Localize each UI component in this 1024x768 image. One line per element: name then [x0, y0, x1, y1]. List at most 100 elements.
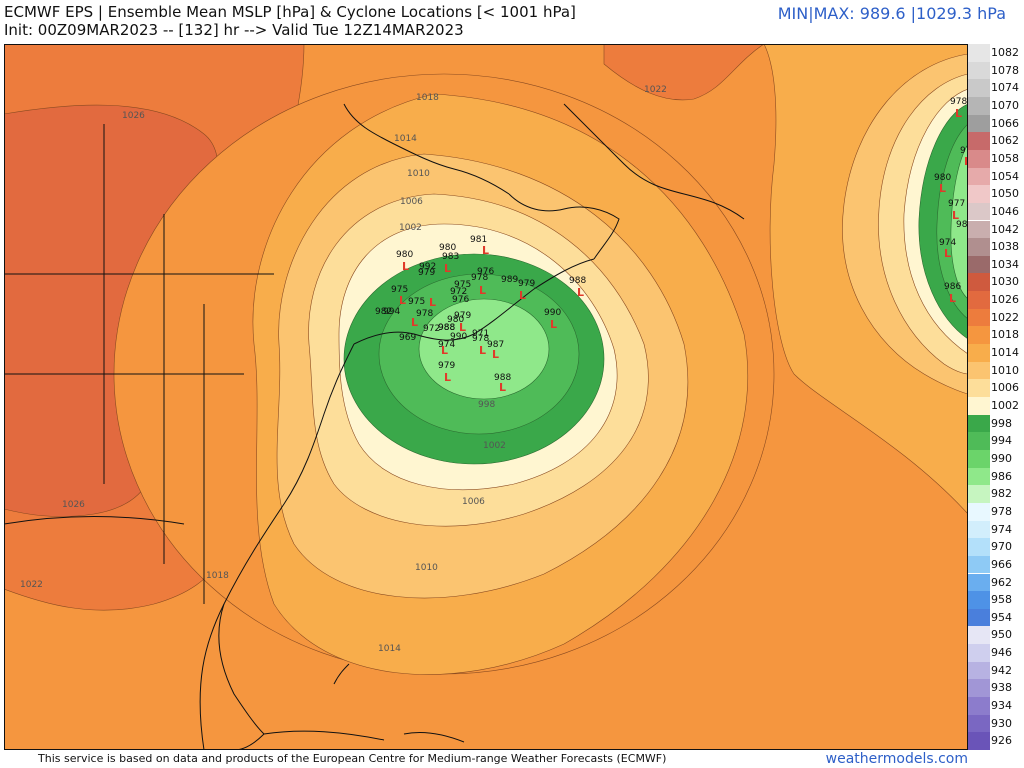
cyclone-marker-l: L: [939, 182, 946, 195]
cyclone-value: 975: [454, 280, 471, 290]
cyclone-value: 988: [569, 276, 586, 286]
cyclone-marker-l: L: [492, 348, 499, 361]
cyclone-value: 975: [408, 297, 425, 307]
cyclone-value: 988: [438, 323, 455, 333]
colorbar-swatch: [968, 167, 990, 186]
cyclone-value: 982: [375, 307, 392, 317]
colorbar-label: 934: [991, 699, 1012, 713]
contour-label: 1010: [407, 169, 430, 179]
cyclone-value: 989: [501, 275, 518, 285]
cyclone-marker-l: L: [429, 296, 436, 309]
contour-label: 1022: [20, 580, 43, 590]
cyclone-value: 976: [452, 295, 469, 305]
cyclone-value: 972: [423, 324, 440, 334]
cyclone-value: 978: [471, 273, 488, 283]
cyclone-marker-l: L: [577, 286, 584, 299]
cyclone-marker-l: L: [964, 155, 968, 168]
colorbar-label: 990: [991, 451, 1012, 465]
colorbar-label: 1042: [991, 222, 1019, 236]
colorbar-swatch: [968, 414, 990, 433]
cyclone-value: 974: [438, 340, 455, 350]
colorbar-swatch: [968, 96, 990, 115]
cyclone-value: 980: [934, 173, 951, 183]
cyclone-value: 980: [439, 243, 456, 253]
contour-label: 1002: [399, 223, 422, 233]
colorbar-label: 982: [991, 487, 1012, 501]
colorbar-label: 966: [991, 557, 1012, 571]
pressure-map[interactable]: 1026 1022 1018 1014 1010 1006 1002 998 1…: [4, 44, 968, 750]
cyclone-value: 979: [454, 311, 471, 321]
cyclone-value: 977: [948, 199, 965, 209]
cyclone-marker-l: L: [479, 284, 486, 297]
contour-label: 1010: [415, 563, 438, 573]
cyclone-value: 974: [939, 238, 956, 248]
cyclone-value: 978: [416, 309, 433, 319]
cyclone-marker-l: L: [399, 294, 406, 307]
colorbar-swatch: [968, 573, 990, 592]
colorbar-swatch: [968, 608, 990, 627]
colorbar-label: 974: [991, 522, 1012, 536]
cyclone-value: 979: [438, 361, 455, 371]
colorbar-label: 1022: [991, 310, 1019, 324]
cyclone-marker-l: L: [499, 381, 506, 394]
contour-label: 1002: [483, 441, 506, 451]
cyclone-marker-l: L: [519, 289, 526, 302]
contour-label: 1022: [644, 85, 667, 95]
colorbar-label: 1070: [991, 98, 1019, 112]
colorbar-swatch: [968, 591, 990, 609]
contour-label: 1026: [122, 111, 145, 121]
cyclone-markers: 980 981 983 988 992 980 976 975 975 978 …: [375, 97, 968, 394]
colorbar-label: 962: [991, 575, 1012, 589]
colorbar-label: 1014: [991, 346, 1019, 360]
cyclone-value: 986: [944, 282, 961, 292]
cyclone-value: 978: [950, 97, 967, 107]
contour-label: 1026: [62, 500, 85, 510]
colorbar-label: 994: [991, 434, 1012, 448]
colorbar-label: 978: [991, 504, 1012, 518]
cyclone-marker-l: L: [952, 209, 959, 222]
colorbar-swatch: [968, 238, 990, 256]
cyclone-value: 975: [391, 285, 408, 295]
cyclone-value: 971: [472, 329, 489, 339]
islands: [263, 663, 465, 743]
cyclone-marker-l: L: [402, 260, 409, 273]
cyclone-value: 990: [544, 308, 561, 318]
colorbar-label: 1054: [991, 169, 1019, 183]
colorbar-swatch: [968, 732, 990, 750]
coastlines: [4, 103, 745, 750]
colorbar-label: 954: [991, 610, 1012, 624]
cyclone-value: 976: [477, 267, 494, 277]
colorbar-label: 926: [991, 734, 1012, 748]
cyclone-marker-l: L: [459, 321, 466, 334]
colorbar-label: 946: [991, 646, 1012, 660]
colorbar-swatch: [968, 326, 990, 345]
colorbar-swatch: [968, 538, 990, 556]
cyclone-value: 979: [418, 268, 435, 278]
colorbar-swatch: [968, 644, 990, 662]
contour-label: 1018: [206, 571, 229, 581]
cyclone-value: 981: [470, 235, 487, 245]
colorbar-label: 1002: [991, 399, 1019, 412]
contour-label: 1018: [416, 93, 439, 103]
init-valid-line: Init: 00Z09MAR2023 -- [132] hr --> Valid…: [4, 21, 464, 39]
colorbar-swatch: [968, 661, 990, 680]
cyclone-value: 973: [960, 146, 968, 156]
colorbar-swatch: [968, 308, 990, 327]
cyclone-value: 979: [518, 279, 535, 289]
colorbar-label: 958: [991, 593, 1012, 607]
colorbar-swatch: [968, 149, 990, 168]
colorbar-swatch: [968, 679, 990, 698]
brand-link[interactable]: weathermodels.com: [825, 751, 968, 767]
colorbar-swatch: [968, 555, 990, 574]
colorbar-swatch: [968, 114, 990, 133]
mslp-map-svg: 1026 1022 1018 1014 1010 1006 1002 998 1…: [4, 44, 968, 750]
cyclone-marker-l: L: [441, 344, 448, 357]
ecmwf-credit: This service is based on data and produc…: [38, 752, 667, 765]
colorbar-swatch: [968, 79, 990, 97]
cyclone-value: 988: [438, 323, 455, 333]
cyclone-value: 980: [956, 220, 968, 230]
chart-title: ECMWF EPS | Ensemble Mean MSLP [hPa] & C…: [4, 3, 576, 21]
colorbar-swatch: [968, 61, 990, 80]
colorbar-label: 1030: [991, 275, 1019, 289]
colorbar-label: 1082: [991, 46, 1019, 59]
